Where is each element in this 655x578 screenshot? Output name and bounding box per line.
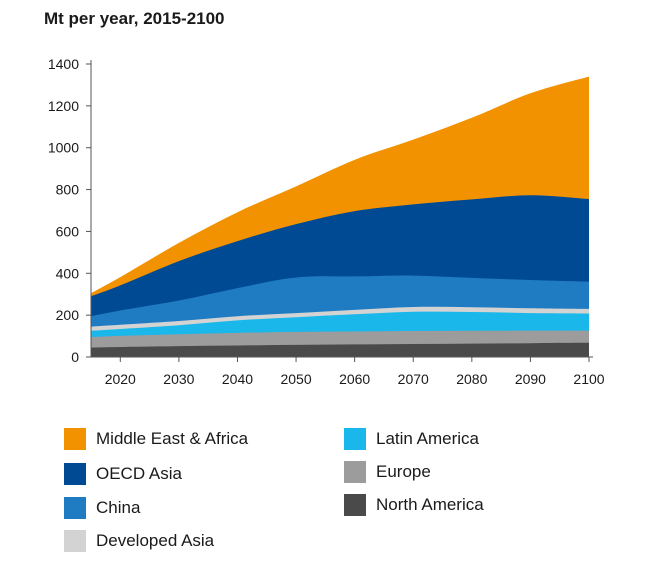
axes	[86, 60, 593, 362]
x-tick-label: 2050	[280, 371, 311, 387]
legend-item-china: China	[64, 497, 140, 519]
chart-title: Mt per year, 2015-2100	[44, 9, 225, 28]
legend-label: Middle East & Africa	[96, 429, 249, 448]
x-tick-label: 2020	[105, 371, 136, 387]
legend-swatch	[64, 428, 86, 450]
x-tick-labels: 2020 2030 2040 2050 2060 2070 2080 2090 2100	[105, 371, 605, 387]
legend-swatch	[344, 461, 366, 483]
area-layers	[91, 76, 589, 357]
y-tick-label: 1000	[48, 140, 79, 156]
y-tick-labels: 0 200 400 600 800 1000 1200 1400	[48, 56, 79, 365]
legend-label: OECD Asia	[96, 464, 182, 483]
legend-swatch	[64, 497, 86, 519]
legend-item-middle-east-africa: Middle East & Africa	[64, 428, 248, 450]
y-tick-label: 600	[56, 223, 80, 239]
legend-item-latin-america: Latin America	[344, 428, 479, 450]
area-north-america	[91, 342, 589, 357]
x-tick-label: 2040	[222, 371, 253, 387]
legend-item-europe: Europe	[344, 461, 431, 483]
y-tick-label: 200	[56, 307, 80, 323]
y-tick-label: 400	[56, 265, 80, 281]
legend-label: China	[96, 498, 141, 517]
legend-swatch	[64, 463, 86, 485]
x-tick-label: 2060	[339, 371, 370, 387]
legend-swatch	[344, 494, 366, 516]
legend-item-oecd-asia: OECD Asia	[64, 463, 182, 485]
y-tick-label: 0	[71, 349, 79, 365]
y-tick-label: 800	[56, 182, 80, 198]
legend-label: North America	[376, 495, 484, 514]
y-tick-label: 1400	[48, 56, 79, 72]
legend-swatch	[344, 428, 366, 450]
x-tick-label: 2030	[163, 371, 194, 387]
x-tick-label: 2070	[398, 371, 429, 387]
x-tick-label: 2100	[573, 371, 604, 387]
legend-item-developed-asia: Developed Asia	[64, 530, 214, 552]
legend-label: Europe	[376, 462, 431, 481]
legend-label: Developed Asia	[96, 531, 215, 550]
legend-swatch	[64, 530, 86, 552]
y-tick-label: 1200	[48, 98, 79, 114]
x-tick-label: 2090	[515, 371, 546, 387]
legend-label: Latin America	[376, 429, 479, 448]
x-tick-label: 2080	[456, 371, 487, 387]
legend-item-north-america: North America	[344, 494, 484, 516]
